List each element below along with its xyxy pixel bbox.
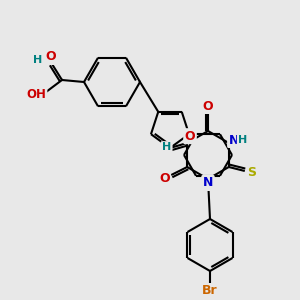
Text: S: S — [247, 166, 256, 178]
Text: H: H — [238, 135, 248, 145]
Text: O: O — [159, 172, 169, 184]
Text: O: O — [185, 130, 195, 143]
Text: O: O — [46, 50, 56, 64]
Text: H: H — [162, 142, 171, 152]
Text: N: N — [203, 176, 213, 190]
Text: N: N — [229, 134, 239, 146]
Text: Br: Br — [202, 284, 218, 298]
Text: O: O — [203, 100, 213, 112]
Text: OH: OH — [26, 88, 46, 100]
Text: H: H — [33, 55, 43, 65]
